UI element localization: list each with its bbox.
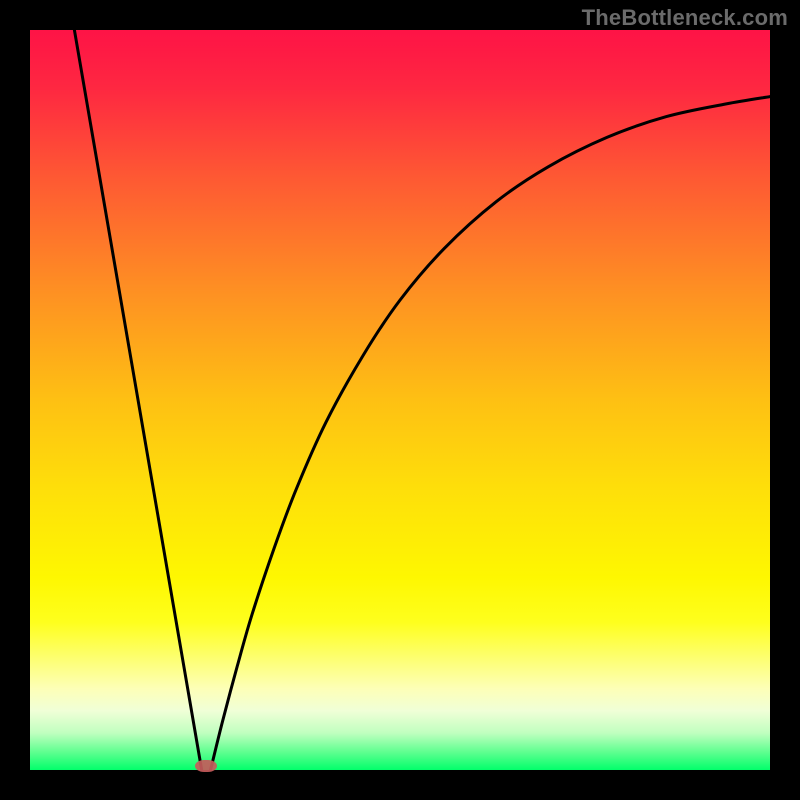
bottleneck-curve xyxy=(30,30,770,770)
chart-container: TheBottleneck.com xyxy=(0,0,800,800)
minimum-marker xyxy=(195,760,217,772)
watermark-text: TheBottleneck.com xyxy=(582,5,788,31)
plot-area xyxy=(30,30,770,770)
curve-right-branch xyxy=(211,97,770,770)
curve-left-branch xyxy=(74,30,201,770)
